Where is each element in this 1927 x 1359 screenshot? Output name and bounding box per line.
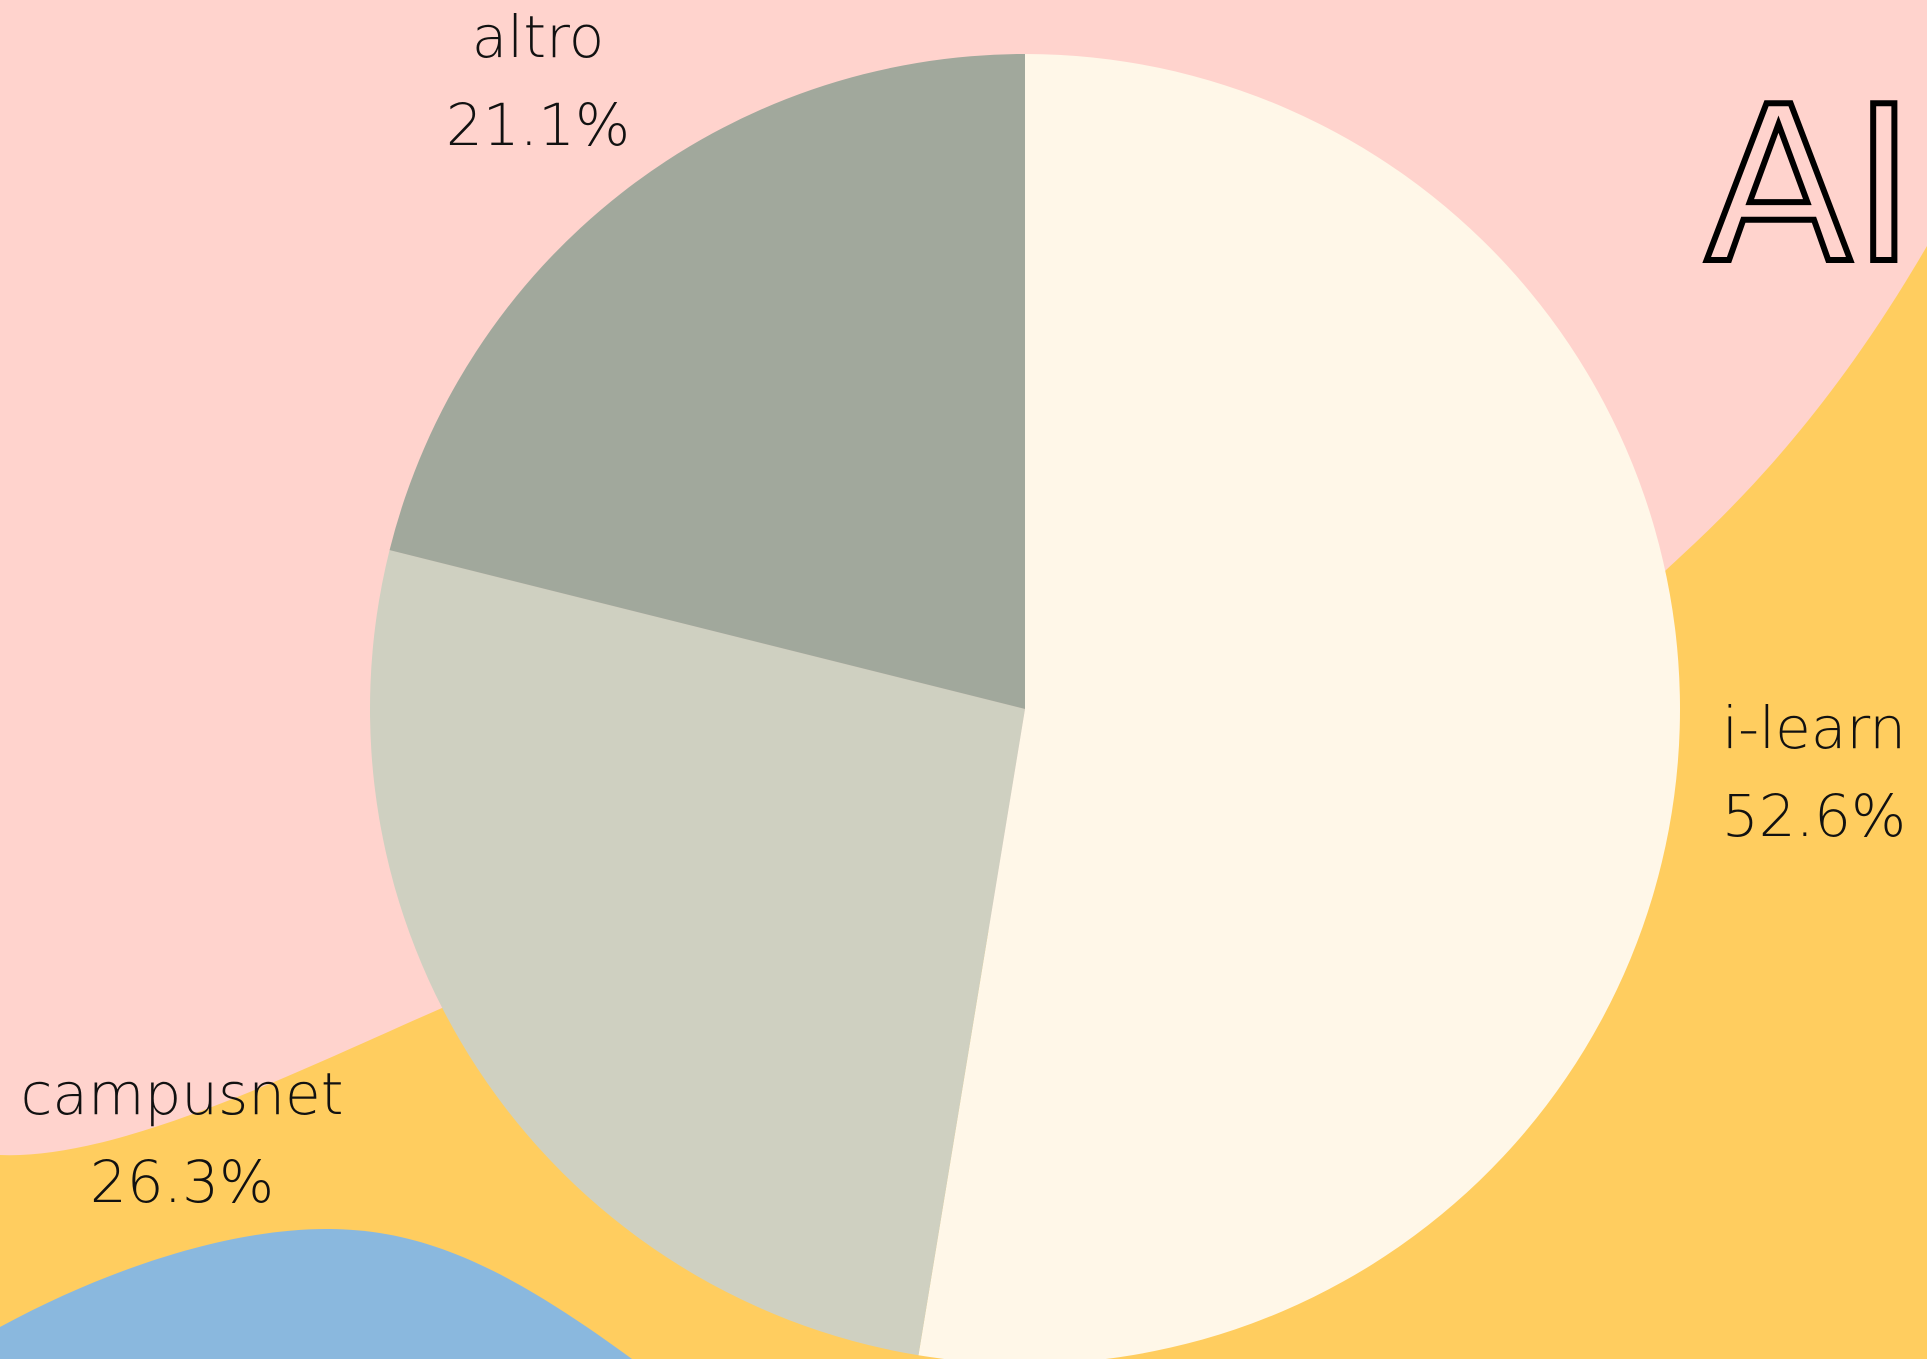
pie-slice (370, 550, 1025, 1356)
pie-slice (389, 54, 1025, 709)
background-shape (0, 1228, 632, 1359)
slice-label: i-learn (1722, 694, 1906, 762)
value-label: 21.1% (446, 91, 630, 159)
value-label: 52.6% (1722, 782, 1906, 850)
chart-title: AI (1705, 60, 1916, 311)
value-label: 26.3% (90, 1148, 274, 1216)
slice-label: altro (472, 3, 604, 71)
labels: i-learn 52.6% campusnet 26.3% altro 21.1% (21, 3, 1907, 1216)
slice-label: campusnet (21, 1060, 344, 1128)
pie (370, 54, 1680, 1359)
pie-slice (918, 54, 1680, 1359)
